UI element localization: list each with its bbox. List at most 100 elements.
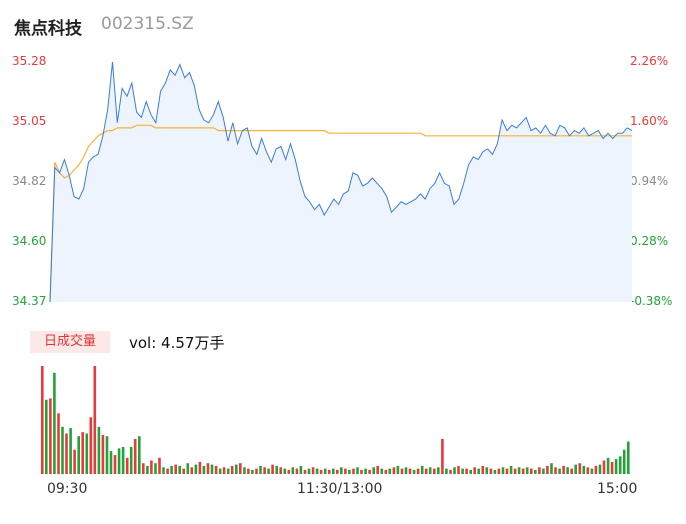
volume-bar <box>182 468 185 474</box>
volume-bar <box>582 465 586 474</box>
price-line <box>49 61 633 303</box>
volume-bar <box>614 459 618 474</box>
volume-bar <box>481 465 485 474</box>
volume-bar <box>251 469 254 474</box>
volume-bar <box>465 468 468 474</box>
volume-bar <box>420 465 424 474</box>
volume-bar <box>303 469 307 474</box>
volume-bar <box>315 468 319 474</box>
volume-bar <box>239 463 242 474</box>
volume-bar <box>198 461 202 475</box>
volume-bar <box>574 464 577 474</box>
volume-bar <box>348 469 351 474</box>
volume-bar <box>521 468 525 474</box>
volume-bar <box>243 467 246 475</box>
volume-bar <box>170 465 173 474</box>
volume-bar <box>142 463 145 474</box>
y-right-tick: 0.94% <box>630 174 669 188</box>
volume-bar <box>578 463 582 474</box>
volume-bar <box>150 460 153 474</box>
volume-bar <box>598 464 602 474</box>
volume-bar <box>384 469 388 474</box>
x-tick-midday: 11:30/13:00 <box>297 481 383 497</box>
volume-bar <box>360 469 363 474</box>
volume-bar <box>190 467 194 475</box>
volume-bar <box>461 468 464 474</box>
volume-bar <box>109 451 113 474</box>
volume-bar <box>622 449 626 474</box>
volume-bar <box>166 468 169 474</box>
volume-bar <box>226 468 230 474</box>
volume-bar <box>586 467 590 475</box>
volume-bar <box>554 467 557 475</box>
volume-bar <box>73 449 76 474</box>
volume-bar <box>408 468 412 474</box>
volume-bar <box>65 433 68 474</box>
volume-bar <box>336 469 339 474</box>
volume-bar <box>117 448 121 474</box>
volume-bar <box>255 468 258 474</box>
volume-bar <box>133 438 137 474</box>
volume-bar <box>53 372 56 475</box>
volume-bar <box>81 432 84 474</box>
volume-bar <box>162 467 165 475</box>
volume-bar <box>295 468 299 474</box>
volume-bar <box>493 469 497 474</box>
volume-bar <box>534 469 537 474</box>
volume-bar <box>376 465 379 474</box>
price-area <box>50 62 632 302</box>
volume-bar <box>594 465 598 474</box>
volume-bar <box>546 465 549 474</box>
volume-bar <box>121 447 125 474</box>
volume-bar <box>449 469 452 474</box>
volume-bar <box>332 468 335 474</box>
volume-bar <box>174 464 177 474</box>
y-right-tick: 2.26% <box>630 54 669 68</box>
volume-bar <box>356 467 359 475</box>
volume-bar <box>469 469 472 474</box>
volume-bar <box>513 468 517 474</box>
x-tick-open: 09:30 <box>47 481 88 497</box>
volume-bar <box>158 457 161 474</box>
volume-bar <box>457 465 460 474</box>
volume-bar <box>606 457 610 474</box>
volume-bar <box>222 467 226 475</box>
volume-bar <box>307 468 311 474</box>
volume-bar <box>412 469 416 474</box>
volume-bar <box>69 428 72 474</box>
volume-bar <box>437 467 440 475</box>
volume-bar <box>202 465 206 474</box>
volume-bar <box>138 436 141 474</box>
stock-name: 焦点科技 <box>14 19 82 39</box>
volume-bar <box>235 464 238 474</box>
volume-bar <box>485 467 489 475</box>
volume-bar <box>327 469 331 474</box>
volume-bar <box>570 468 573 474</box>
volume-bar <box>428 467 432 475</box>
volume-bar <box>259 465 262 474</box>
volume-bar <box>178 465 181 474</box>
volume-bar <box>97 426 101 475</box>
volume-bar <box>372 467 375 475</box>
volume-bar <box>558 468 561 474</box>
volume-bar <box>489 468 493 474</box>
volume-bar <box>186 463 190 474</box>
volume-bar <box>404 467 408 475</box>
volume-bar <box>45 399 48 475</box>
y-right-tick: -0.38% <box>630 294 673 308</box>
volume-bar <box>344 468 347 474</box>
volume-bar <box>287 469 291 474</box>
volume-bar <box>388 468 392 474</box>
volume-bar <box>267 468 270 474</box>
volume-bar <box>530 468 533 474</box>
volume-bar <box>416 468 420 474</box>
volume-bar <box>505 468 509 474</box>
volume-bar <box>41 366 44 474</box>
y-right-tick: 0.28% <box>630 234 669 248</box>
volume-bar <box>445 468 448 474</box>
volume-bar <box>93 366 97 474</box>
y-left-tick: 34.60 <box>12 234 47 248</box>
volume-bar <box>618 456 622 474</box>
volume-bar <box>319 469 323 474</box>
